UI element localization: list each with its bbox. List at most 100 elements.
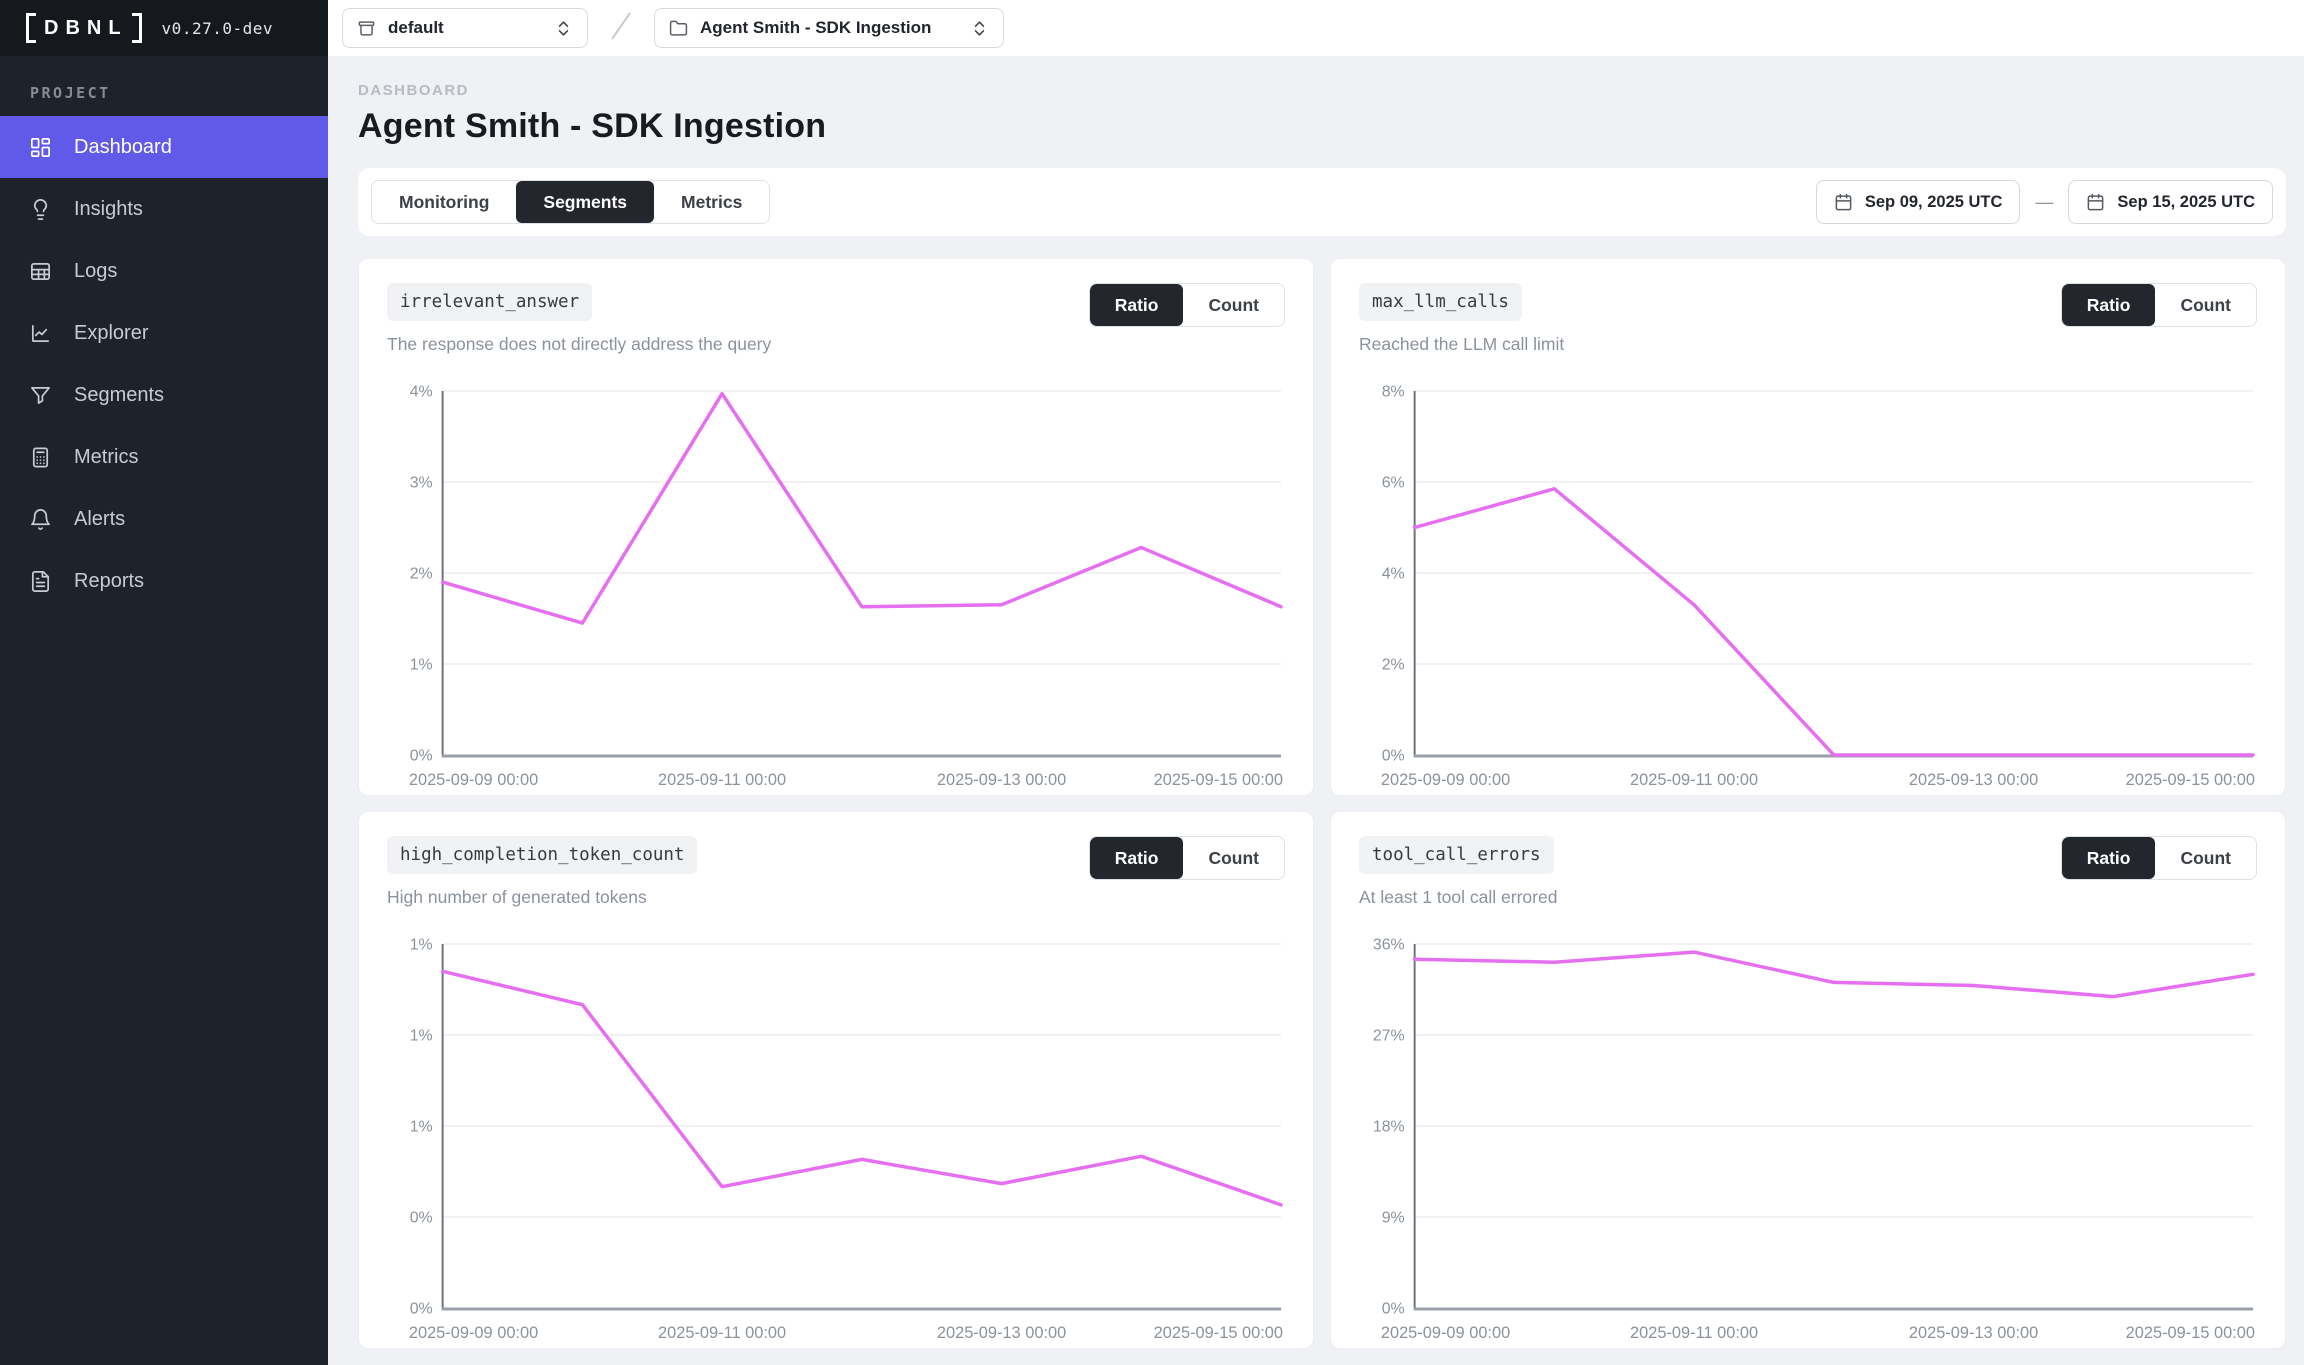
page-title: Agent Smith - SDK Ingestion: [358, 107, 827, 145]
svg-text:2025-09-11 00:00: 2025-09-11 00:00: [1630, 771, 1758, 789]
sidebar-item-label: Dashboard: [74, 135, 172, 158]
app-version: v0.27.0-dev: [161, 18, 274, 38]
ratio-count-toggle: Ratio Count: [2060, 283, 2257, 327]
svg-text:4%: 4%: [410, 383, 433, 400]
count-toggle-button[interactable]: Count: [1183, 284, 1284, 326]
chart-tool-call-errors: 36% 27% 18% 9% 0% 2025-09-09 00:00 2025-09-11 …: [1373, 936, 2255, 1342]
segment-description: High number of generated tokens: [387, 887, 647, 907]
sidebar-item-dashboard[interactable]: Dashboard: [0, 116, 328, 178]
svg-text:1%: 1%: [410, 1027, 433, 1044]
ratio-toggle-button[interactable]: Ratio: [2061, 837, 2156, 879]
svg-text:2025-09-15 00:00: 2025-09-15 00:00: [2126, 1324, 2255, 1342]
dashboard-grid-icon: [29, 136, 52, 159]
ratio-toggle-button[interactable]: Ratio: [1089, 284, 1184, 326]
count-toggle-button[interactable]: Count: [2155, 284, 2256, 326]
org-selector-dropdown[interactable]: default: [342, 8, 588, 48]
sidebar-item-insights[interactable]: Insights: [0, 178, 328, 240]
svg-text:18%: 18%: [1373, 1118, 1405, 1135]
sidebar: DBNL v0.27.0-dev PROJECT Dashboard Insig…: [0, 0, 328, 1365]
chevrons-up-down-icon: [970, 19, 989, 38]
sidebar-item-label: Segments: [74, 383, 165, 406]
svg-text:2025-09-11 00:00: 2025-09-11 00:00: [1630, 1324, 1758, 1342]
dashboard-content: DASHBOARD Agent Smith - SDK Ingestion Mo…: [328, 56, 2304, 1365]
breadcrumb-slash-separator: [600, 5, 642, 52]
segment-card-max-llm-calls: max_llm_calls Reached the LLM call limit…: [1330, 258, 2286, 796]
org-selector-value: default: [388, 18, 444, 37]
funnel-icon: [29, 384, 52, 407]
svg-text:2025-09-09 00:00: 2025-09-09 00:00: [409, 771, 538, 789]
svg-text:27%: 27%: [1373, 1027, 1405, 1044]
sidebar-item-metrics[interactable]: Metrics: [0, 426, 328, 488]
start-date-input[interactable]: Sep 09, 2025 UTC: [1815, 180, 2021, 224]
ratio-count-toggle: Ratio Count: [2060, 836, 2257, 880]
ratio-count-toggle: Ratio Count: [1088, 836, 1285, 880]
svg-text:2025-09-09 00:00: 2025-09-09 00:00: [1381, 1324, 1510, 1342]
sidebar-item-label: Logs: [74, 259, 118, 282]
sidebar-item-label: Metrics: [74, 445, 139, 468]
svg-text:6%: 6%: [1382, 474, 1405, 491]
segment-description: At least 1 tool call errored: [1359, 887, 1558, 907]
svg-text:1%: 1%: [410, 1118, 433, 1135]
svg-text:2025-09-09 00:00: 2025-09-09 00:00: [409, 1324, 538, 1342]
svg-text:3%: 3%: [410, 474, 433, 491]
svg-text:0%: 0%: [410, 1300, 433, 1317]
logo-bracket-left: [26, 13, 36, 43]
segment-card-irrelevant-answer: irrelevant_answer The response does not …: [358, 258, 1314, 796]
sidebar-item-segments[interactable]: Segments: [0, 364, 328, 426]
date-range-picker: Sep 09, 2025 UTC — Sep 15, 2025 UTC: [1815, 180, 2273, 224]
ratio-toggle-button[interactable]: Ratio: [1089, 837, 1184, 879]
start-date-value: Sep 09, 2025 UTC: [1864, 192, 2003, 211]
calendar-icon: [1835, 193, 1852, 210]
segment-name-pill: tool_call_errors: [1359, 836, 1554, 874]
tab-metrics[interactable]: Metrics: [654, 181, 770, 223]
svg-text:9%: 9%: [1382, 1209, 1405, 1226]
sidebar-item-logs[interactable]: Logs: [0, 240, 328, 302]
svg-text:2025-09-13 00:00: 2025-09-13 00:00: [937, 771, 1066, 789]
segment-name-pill: high_completion_token_count: [387, 836, 698, 874]
tab-segments[interactable]: Segments: [516, 181, 655, 223]
folder-icon: [669, 19, 688, 38]
ratio-toggle-button[interactable]: Ratio: [2061, 284, 2156, 326]
segment-description: Reached the LLM call limit: [1359, 334, 1565, 354]
svg-text:2025-09-13 00:00: 2025-09-13 00:00: [1909, 771, 2038, 789]
ratio-count-toggle: Ratio Count: [1088, 283, 1285, 327]
project-selector-dropdown[interactable]: Agent Smith - SDK Ingestion: [654, 8, 1004, 48]
segment-card-high-completion-token-count: high_completion_token_count High number …: [358, 811, 1314, 1349]
dbnl-logo[interactable]: DBNL: [26, 13, 142, 43]
svg-text:2025-09-13 00:00: 2025-09-13 00:00: [1909, 1324, 2038, 1342]
count-toggle-button[interactable]: Count: [2155, 837, 2256, 879]
main-area: default Agent Smith - SDK Ingestion DASH…: [328, 0, 2304, 1365]
chart-max-llm-calls: 8% 6% 4% 2% 0% 2025-09-09 00:00 2025-09-11 00:…: [1381, 383, 2255, 789]
svg-text:2025-09-15 00:00: 2025-09-15 00:00: [2126, 771, 2255, 789]
chart-irrelevant-answer: 4% 3% 2% 1% 0% 2025-09-09 00:00 2025-09-11 00:…: [409, 383, 1283, 789]
lightbulb-icon: [29, 198, 52, 221]
line-chart-icon: [29, 322, 52, 345]
svg-text:2025-09-15 00:00: 2025-09-15 00:00: [1154, 771, 1283, 789]
bell-icon: [29, 508, 52, 531]
sidebar-item-label: Reports: [74, 569, 145, 592]
segment-cards-grid: irrelevant_answer The response does not …: [358, 258, 2286, 1349]
sidebar-item-alerts[interactable]: Alerts: [0, 488, 328, 550]
svg-text:8%: 8%: [1382, 383, 1405, 400]
table-icon: [29, 260, 52, 283]
sidebar-section-label: PROJECT: [30, 84, 111, 102]
chart-high-completion-token-count: 1% 1% 1% 0% 0% 2025-09-09 00:00 2025-09-11 00:…: [409, 936, 1283, 1342]
toolbar-panel: Monitoring Segments Metrics Sep 09, 2025…: [358, 168, 2286, 236]
calculator-icon: [29, 446, 52, 469]
sidebar-item-explorer[interactable]: Explorer: [0, 302, 328, 364]
svg-text:36%: 36%: [1373, 936, 1405, 953]
sidebar-item-label: Alerts: [74, 507, 126, 530]
svg-text:2025-09-15 00:00: 2025-09-15 00:00: [1154, 1324, 1283, 1342]
report-icon: [29, 570, 52, 593]
sidebar-item-label: Explorer: [74, 321, 149, 344]
count-toggle-button[interactable]: Count: [1183, 837, 1284, 879]
end-date-input[interactable]: Sep 15, 2025 UTC: [2068, 180, 2273, 224]
tab-monitoring[interactable]: Monitoring: [372, 181, 517, 223]
svg-text:2025-09-13 00:00: 2025-09-13 00:00: [937, 1324, 1066, 1342]
segment-card-tool-call-errors: tool_call_errors At least 1 tool call er…: [1330, 811, 2286, 1349]
svg-text:2%: 2%: [410, 565, 433, 582]
sidebar-item-reports[interactable]: Reports: [0, 550, 328, 612]
project-selector-value: Agent Smith - SDK Ingestion: [700, 18, 932, 37]
logo-text: DBNL: [44, 16, 128, 39]
topbar: default Agent Smith - SDK Ingestion: [328, 0, 2304, 56]
